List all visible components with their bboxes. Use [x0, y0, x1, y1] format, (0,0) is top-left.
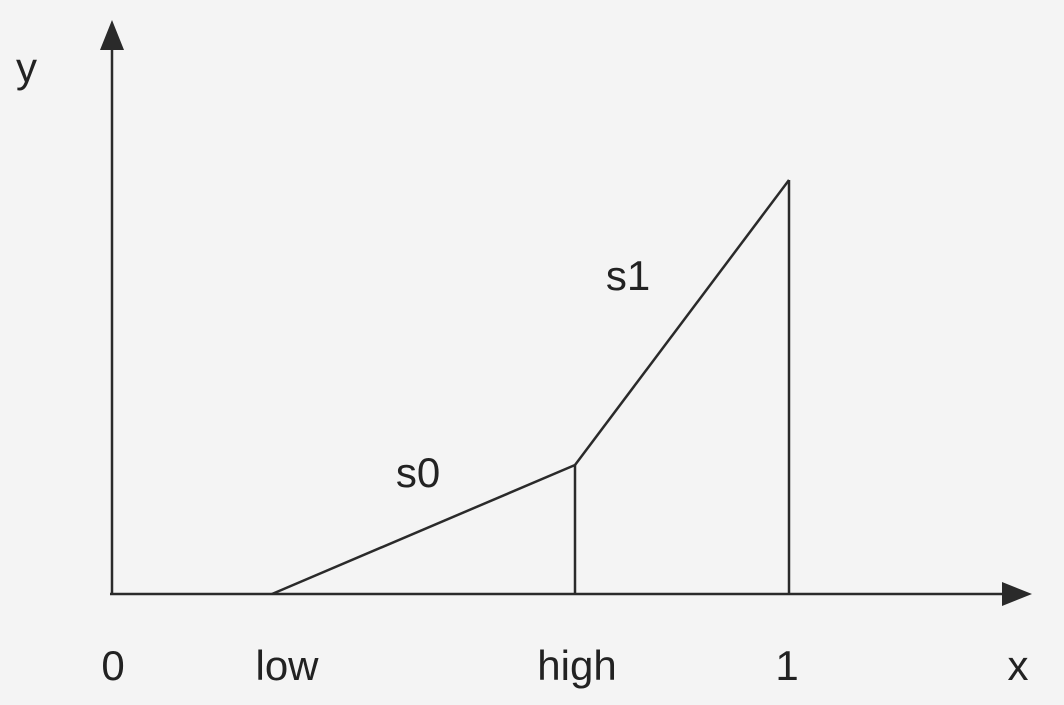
tick-label-origin: 0: [101, 642, 124, 689]
segment-s0-line: [271, 463, 576, 596]
y-axis-label: y: [16, 44, 37, 91]
segment-s0-label: s0: [396, 449, 440, 496]
x-axis-arrowhead: [1002, 582, 1032, 606]
tick-label-low: low: [255, 642, 319, 689]
segment-s1-label: s1: [606, 252, 650, 299]
x-axis-label: x: [1008, 642, 1029, 689]
y-axis-arrowhead: [100, 20, 124, 50]
tick-label-high: high: [537, 642, 616, 689]
tick-label-one: 1: [775, 642, 798, 689]
segment-s1-line: [574, 179, 790, 466]
